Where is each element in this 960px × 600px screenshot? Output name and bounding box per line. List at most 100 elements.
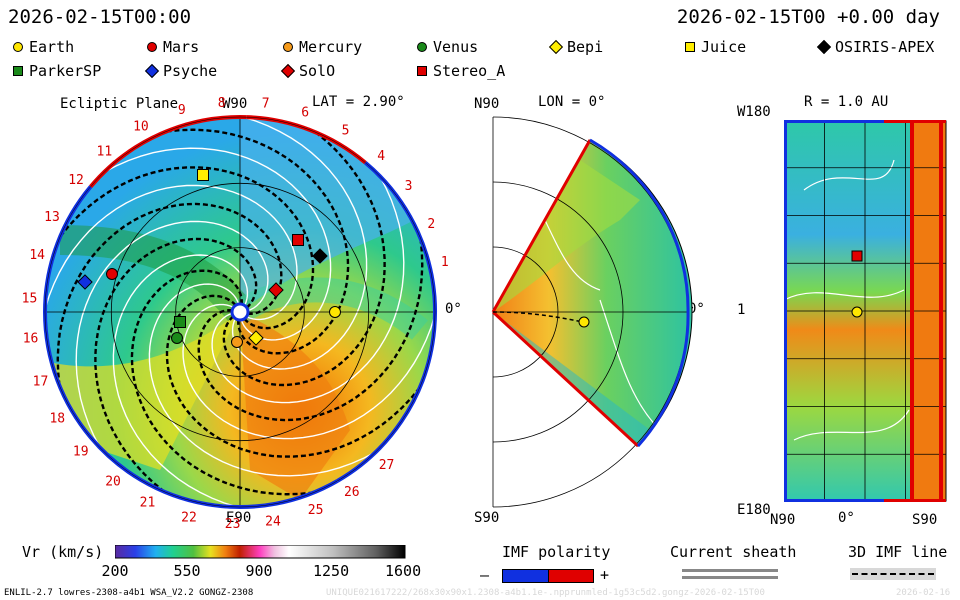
meridional-polarity-outer-upper <box>589 138 690 313</box>
ecliptic-current-sheath <box>94 237 258 507</box>
ecliptic-bepi-marker <box>248 330 264 346</box>
lonlat-polarity-top-a <box>784 120 884 123</box>
legend-circle-icon <box>416 41 428 53</box>
model-footer: ENLIL-2.7 lowres-2308-a4b1 WSA_V2.2 GONG… <box>4 588 254 598</box>
ecliptic-sector-label: 20 <box>105 475 121 490</box>
ecliptic-imf-line <box>211 121 405 404</box>
ecliptic-sector-label: 25 <box>308 503 324 518</box>
ecliptic-juice-marker <box>197 169 209 181</box>
meridional-polarity-outer-lower <box>636 311 690 448</box>
ecliptic-current-sheath <box>130 269 382 496</box>
meridional-earth-marker <box>578 316 590 328</box>
map-x-left-label: N90 <box>770 512 796 528</box>
map-middle-label: 1 <box>737 302 746 318</box>
ecliptic-current-sheath <box>45 166 315 330</box>
legend-circle-icon <box>12 41 24 53</box>
legend-item-psyche: Psyche <box>144 62 217 80</box>
ecliptic-sector-label: 8 <box>218 96 226 111</box>
legend-item-osiris-apex: OSIRIS-APEX <box>816 38 935 56</box>
ecliptic-osiris-apex-marker <box>312 248 328 264</box>
lonlat-polarity-top-b <box>884 120 946 123</box>
legend-square-icon <box>416 65 428 77</box>
legend-item-solo: SolO <box>280 62 336 80</box>
lonlat-earth-marker <box>851 306 863 318</box>
ecliptic-title: Ecliptic Plane <box>60 96 179 112</box>
ecliptic-sector-label: 23 <box>225 517 241 532</box>
ecliptic-sector-label: 12 <box>68 173 84 188</box>
colorbar-tick-label: 550 <box>173 562 201 580</box>
ecliptic-outer-ring <box>44 116 436 508</box>
ecliptic-sector-label: 5 <box>342 123 350 138</box>
lonlat-polarity-right-b <box>939 120 943 502</box>
ecliptic-venus-marker <box>171 332 183 344</box>
ecliptic-sector-label: 11 <box>97 144 113 159</box>
lonlat-polarity-bottom-b <box>884 499 946 502</box>
ecliptic-sector-label: 15 <box>22 291 38 306</box>
map-x-right-label: S90 <box>912 512 938 528</box>
imf-polarity-negative-swatch <box>502 569 550 583</box>
ecliptic-current-sheath <box>98 128 350 355</box>
lonlat-stereo-a-marker <box>851 250 863 262</box>
colorbar <box>115 545 406 559</box>
current-sheath-label: Current sheath <box>670 543 797 561</box>
map-top-left-label: W180 <box>737 104 771 120</box>
ecliptic-imf-line <box>45 184 298 381</box>
ecliptic-sector-label: 21 <box>140 496 156 511</box>
ecliptic-sector-label: 17 <box>33 375 49 390</box>
colorbar-tick-label: 200 <box>101 562 129 580</box>
legend-circle-icon <box>282 41 294 53</box>
legend-item-mercury: Mercury <box>282 38 362 56</box>
colorbar-label: Vr (km/s) <box>22 543 104 561</box>
legend-item-earth: Earth <box>12 38 74 56</box>
legend-label: Juice <box>701 38 747 56</box>
legend-diamond-icon <box>816 39 832 55</box>
ecliptic-sector-label: 27 <box>379 458 395 473</box>
imf-line-swatch <box>852 573 934 575</box>
lonlat-sheath-south <box>793 409 910 441</box>
current-sheath-swatch-bottom <box>682 576 778 579</box>
legend-square-icon <box>12 65 24 77</box>
run-id-footer: UNIQUE021617222/268x30x90x1.2308-a4b1.1e… <box>326 588 765 598</box>
meridional-chart <box>491 116 693 508</box>
legend-item-mars: Mars <box>146 38 199 56</box>
ecliptic-imf-spirals <box>45 117 435 507</box>
ecliptic-psyche-marker <box>77 274 93 290</box>
colorbar-tick-label: 900 <box>245 562 273 580</box>
meridional-velocity-field <box>493 140 692 446</box>
lonlat-polarity-left <box>784 120 787 502</box>
ecliptic-sector-label: 1 <box>441 255 449 270</box>
legend-label: OSIRIS-APEX <box>835 38 935 56</box>
ecliptic-current-sheath <box>165 294 435 458</box>
ecliptic-current-sheath <box>56 202 283 454</box>
meridional-title: LON = 0° <box>538 94 606 110</box>
legend-item-venus: Venus <box>416 38 478 56</box>
ecliptic-grid <box>43 115 437 509</box>
legend-diamond-icon <box>548 39 564 55</box>
legend-label: ParkerSP <box>29 62 102 80</box>
legend-label: SolO <box>299 62 336 80</box>
meridional-top-label: N90 <box>474 96 500 112</box>
legend-label: Stereo_A <box>433 62 506 80</box>
imf-polarity-minus: – <box>480 566 490 584</box>
ecliptic-sector-label: 13 <box>44 210 60 225</box>
ecliptic-stereo-a-marker <box>292 234 304 246</box>
legend-label: Bepi <box>567 38 604 56</box>
ecliptic-imf-line <box>182 243 435 440</box>
timestamp-left: 2026-02-15T00:00 <box>8 6 192 28</box>
legend-item-juice: Juice <box>684 38 746 56</box>
ecliptic-sector-label: 9 <box>178 103 186 118</box>
ecliptic-sector-label: 24 <box>265 514 281 529</box>
ecliptic-sector-label: 14 <box>29 248 45 263</box>
ecliptic-right-label: 0° <box>445 301 462 317</box>
current-sheath-swatch-top <box>682 569 778 572</box>
map-bottom-left-label: E180 <box>737 502 771 518</box>
map-title: R = 1.0 AU <box>804 94 889 110</box>
ecliptic-imf-line <box>148 283 431 477</box>
imf-polarity-positive-swatch <box>548 569 594 583</box>
colorbar-tick-label: 1250 <box>313 562 350 580</box>
ecliptic-bottom-label: E90 <box>226 510 252 526</box>
date-stamp-footer: 2026-02-16 <box>896 588 951 598</box>
timestamp-right: 2026-02-15T00 +0.00 day <box>676 6 940 28</box>
ecliptic-earth-marker <box>329 306 341 318</box>
legend-item-parkersp: ParkerSP <box>12 62 101 80</box>
